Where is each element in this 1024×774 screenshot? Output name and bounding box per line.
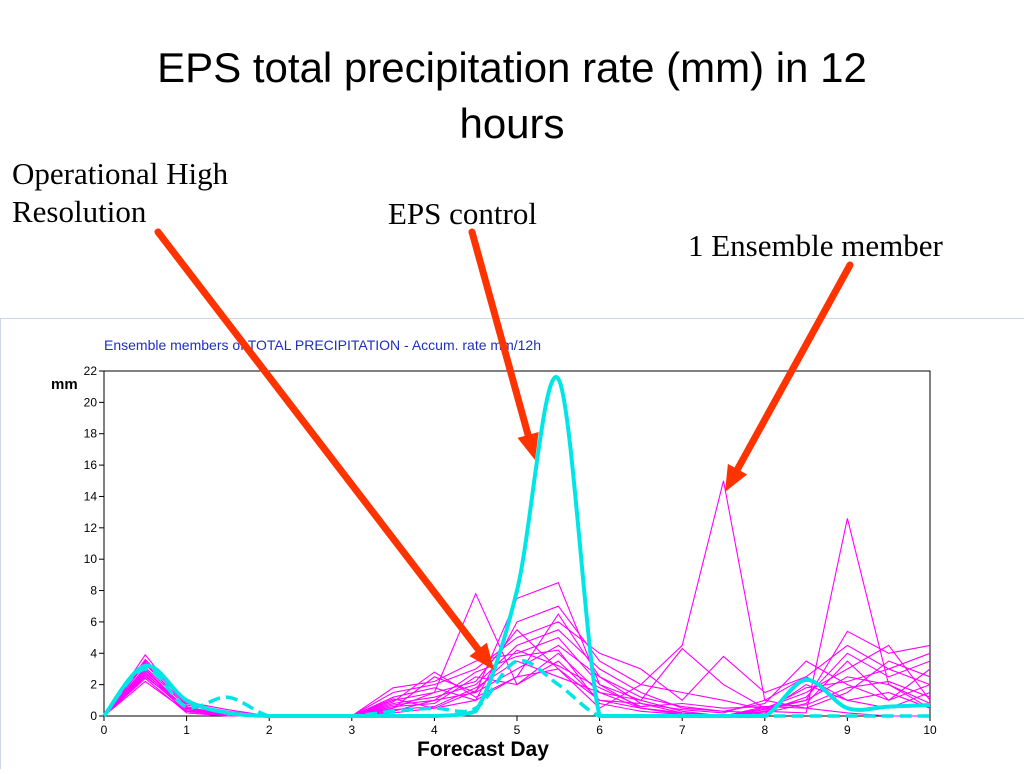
chart-frame: Ensemble members of TOTAL PRECIPITATION … — [0, 318, 1024, 769]
plot-area — [103, 370, 931, 717]
callout-operational: Operational High Resolution — [12, 155, 312, 231]
ensemble-member-line — [103, 518, 931, 717]
x-tick-label: 8 — [761, 723, 768, 737]
x-tick-label: 7 — [679, 723, 686, 737]
operational-line — [102, 658, 930, 718]
x-tick-label: 5 — [514, 723, 521, 737]
callout-control: EPS control — [388, 196, 537, 231]
y-tick-label: 22 — [84, 364, 98, 378]
y-tick-label: 4 — [90, 646, 97, 660]
y-tick-label: 16 — [84, 458, 98, 472]
x-tick-label: 2 — [266, 723, 273, 737]
x-axis-label: Forecast Day — [417, 738, 549, 761]
callout-member: 1 Ensemble member — [688, 228, 943, 263]
x-tick-label: 1 — [183, 723, 190, 737]
precipitation-chart: Ensemble members of TOTAL PRECIPITATION … — [51, 337, 937, 761]
x-tick-label: 0 — [101, 723, 108, 737]
ensemble-member-line — [103, 649, 931, 717]
slide-title: EPS total precipitation rate (mm) in 12 … — [0, 40, 1024, 152]
y-tick-label: 8 — [90, 584, 97, 598]
y-tick-label: 12 — [84, 521, 98, 535]
ensemble-member-line — [103, 649, 931, 717]
callout-operational-line2: Resolution — [12, 194, 147, 229]
y-tick-label: 6 — [90, 615, 97, 629]
x-tick-label: 10 — [923, 723, 937, 737]
slide-title-line1: EPS total precipitation rate (mm) in 12 — [157, 44, 867, 91]
control-line — [102, 375, 931, 718]
y-axis-label: mm — [51, 376, 78, 393]
x-tick-label: 9 — [844, 723, 851, 737]
slide-title-line2: hours — [459, 100, 565, 147]
x-tick-label: 6 — [596, 723, 603, 737]
ensemble-member-line — [103, 636, 931, 717]
y-tick-label: 14 — [84, 489, 98, 503]
y-tick-label: 2 — [90, 678, 97, 692]
x-tick-label: 3 — [348, 723, 355, 737]
y-tick-label: 0 — [90, 709, 97, 723]
y-tick-label: 10 — [84, 552, 98, 566]
plot-title: Ensemble members of TOTAL PRECIPITATION … — [104, 337, 541, 353]
callout-operational-line1: Operational High — [12, 156, 229, 191]
y-tick-label: 20 — [84, 395, 98, 409]
x-tick-label: 4 — [431, 723, 438, 737]
y-tick-label: 18 — [84, 427, 98, 441]
